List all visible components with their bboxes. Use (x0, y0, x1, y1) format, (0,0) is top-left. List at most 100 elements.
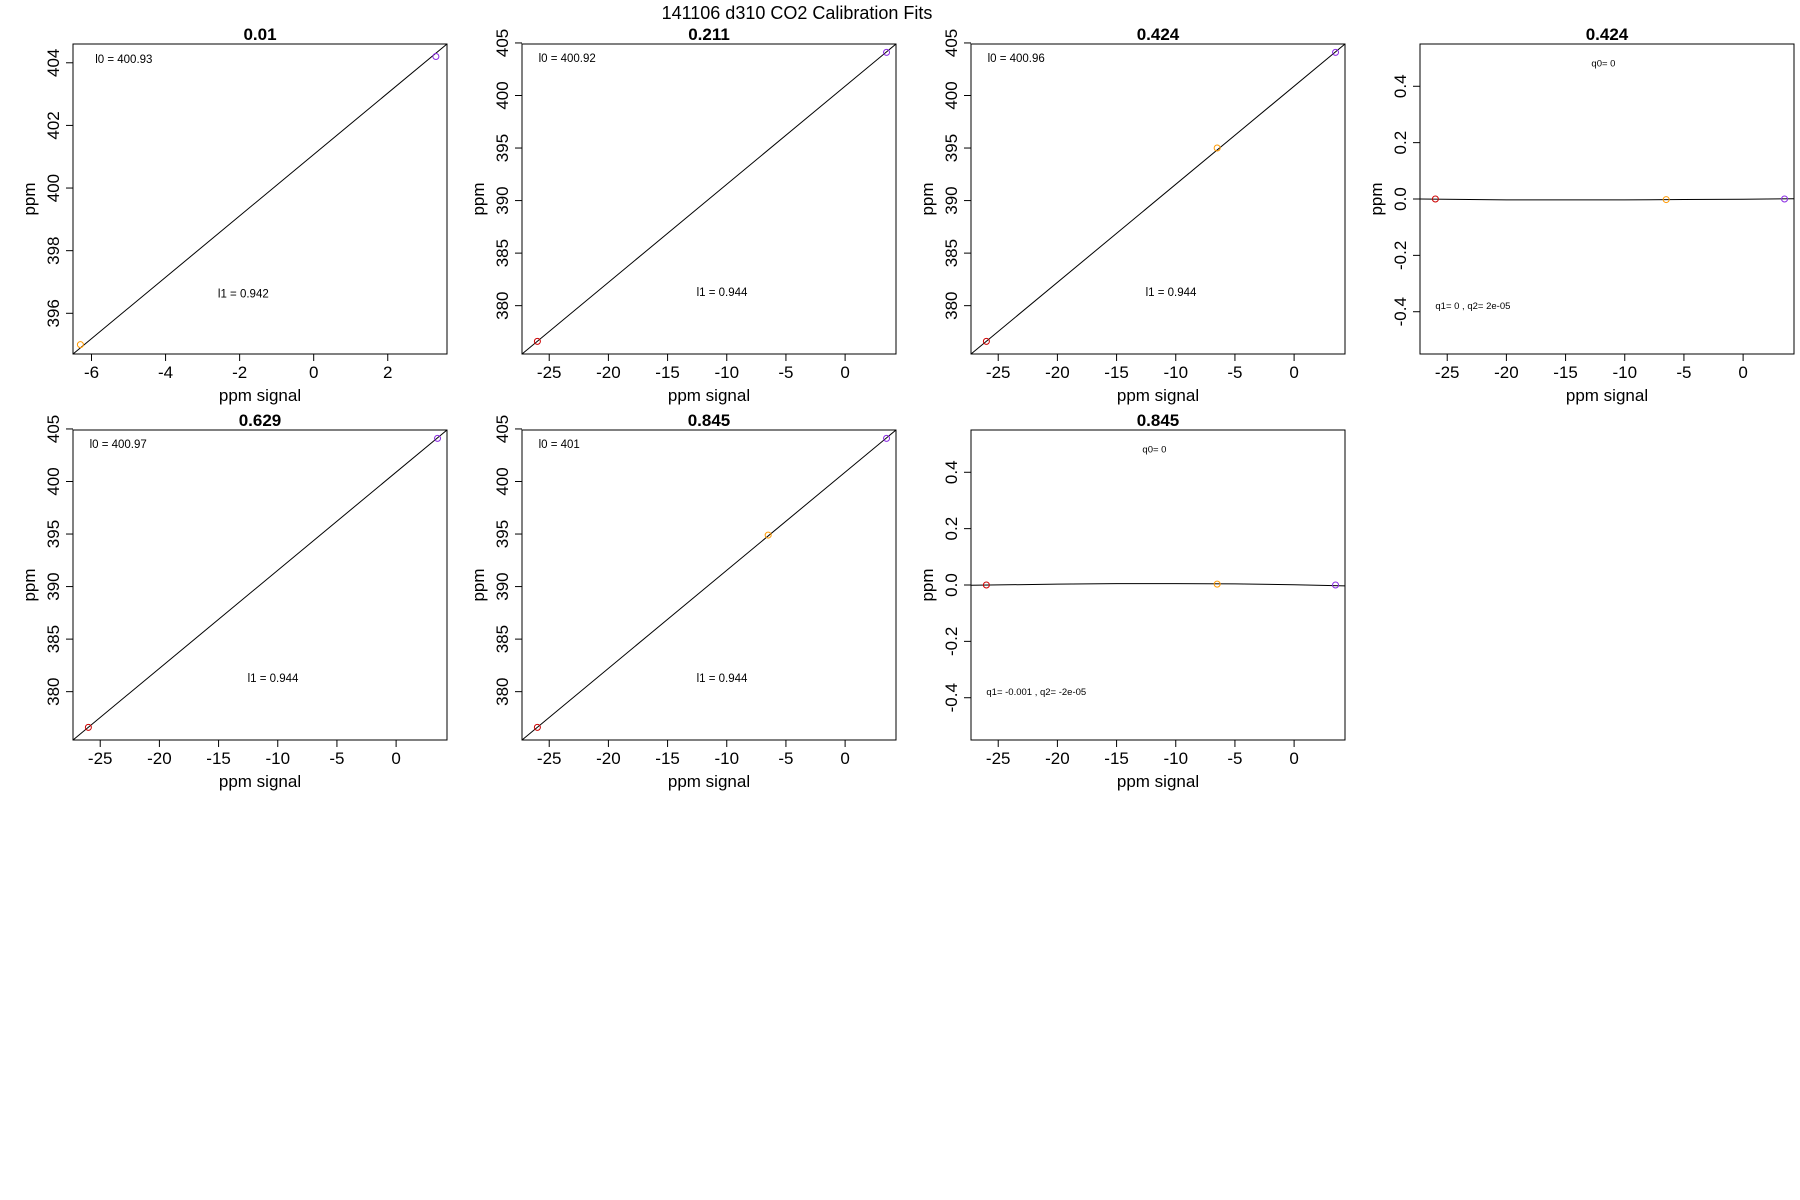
data-point (1431, 195, 1439, 203)
y-axis-label: ppm (918, 568, 937, 601)
y-tick-label: 385 (493, 239, 512, 267)
panel-title: 0.845 (688, 411, 731, 430)
x-tick-label: 0 (1289, 749, 1298, 768)
y-tick-label: 0.4 (1391, 74, 1410, 98)
x-tick-label: 0 (309, 363, 318, 382)
panel-2: 0.211 -25 -20 -15 -10 -5 0 380 385 390 395 400 405 pp… (469, 25, 897, 405)
data-point (434, 434, 442, 442)
y-tick-label: 404 (44, 49, 63, 77)
x-tick-label: -10 (1163, 749, 1188, 768)
y-tick-label: -0.4 (1391, 297, 1410, 326)
y-tick-label: 405 (44, 415, 63, 443)
fit-line (73, 44, 447, 354)
fit-line (971, 583, 1345, 587)
y-tick-label: 380 (44, 677, 63, 705)
fit-line (522, 430, 896, 740)
x-tick-label: 0 (1738, 363, 1747, 382)
x-tick-label: 0 (1289, 363, 1298, 382)
x-tick-label: -20 (1494, 363, 1519, 382)
x-tick-label: -5 (1676, 363, 1691, 382)
panel-5: 0.629 -25 -20 -15 -10 -5 0 380 385 390 395 400 405 pp… (20, 411, 448, 791)
data-point (533, 723, 541, 731)
y-tick-label: 0.2 (1391, 131, 1410, 155)
x-tick-label: -10 (714, 363, 739, 382)
y-tick-label: -0.2 (1391, 241, 1410, 270)
y-axis-label: ppm (1367, 182, 1386, 215)
x-tick-label: -10 (1163, 363, 1188, 382)
x-tick-label: -5 (1227, 749, 1242, 768)
plot-frame (970, 43, 1346, 355)
x-axis-label: ppm signal (1117, 772, 1199, 791)
data-point (1213, 580, 1221, 588)
y-axis-label: ppm (918, 182, 937, 215)
y-tick-label: 0.2 (942, 517, 961, 541)
x-tick-label: 0 (840, 363, 849, 382)
data-point (883, 48, 891, 56)
fit-line (73, 430, 447, 740)
y-tick-label: 385 (493, 625, 512, 653)
data-point (84, 723, 92, 731)
data-point (982, 581, 990, 589)
annotation: q0= 0 (1591, 59, 1615, 70)
annotation: q1= -0.001 , q2= -2e-05 (986, 687, 1086, 698)
panel-title: 0.629 (239, 411, 282, 430)
y-tick-label: 390 (493, 572, 512, 600)
plot-frame (72, 43, 448, 355)
y-tick-label: 390 (942, 186, 961, 214)
fit-line (971, 44, 1345, 354)
x-tick-label: -15 (1104, 749, 1129, 768)
y-tick-label: 400 (44, 174, 63, 202)
y-axis-label: ppm (469, 182, 488, 215)
x-tick-label: -25 (1435, 363, 1460, 382)
x-tick-label: 0 (840, 749, 849, 768)
y-tick-label: 0.4 (942, 460, 961, 484)
x-tick-label: -20 (1045, 749, 1070, 768)
annotation: l0 = 401 (539, 439, 580, 451)
y-tick-label: 396 (44, 299, 63, 327)
x-tick-label: -20 (147, 749, 172, 768)
plot-frame (521, 43, 897, 355)
panel-3: 0.424 -25 -20 -15 -10 -5 0 380 385 390 395 400 405 pp… (918, 25, 1346, 405)
y-tick-label: 405 (493, 29, 512, 57)
annotation: l0 = 400.97 (90, 439, 147, 451)
x-tick-label: -20 (596, 363, 621, 382)
data-point (1213, 144, 1221, 152)
y-tick-label: 390 (493, 186, 512, 214)
panel-4: 0.424 -25 -20 -15 -10 -5 0 -0.4 -0.2 0.0 0.2 0.4 ppm… (1367, 25, 1795, 405)
y-tick-label: 380 (493, 291, 512, 319)
y-tick-label: 0.0 (1391, 187, 1410, 211)
x-tick-label: -10 (1612, 363, 1637, 382)
y-tick-label: -0.2 (942, 627, 961, 656)
y-tick-label: 0.0 (942, 573, 961, 597)
data-point (1781, 195, 1789, 203)
x-tick-label: -15 (1553, 363, 1578, 382)
y-tick-label: 405 (493, 415, 512, 443)
annotation: l1 = 0.942 (218, 289, 269, 301)
x-tick-label: -15 (655, 749, 680, 768)
y-tick-label: -0.4 (942, 683, 961, 712)
data-point (764, 531, 772, 539)
x-tick-label: -15 (206, 749, 231, 768)
x-tick-label: -2 (232, 363, 247, 382)
y-axis-label: ppm (20, 182, 39, 215)
annotation: l0 = 400.93 (95, 54, 152, 66)
x-tick-label: -25 (88, 749, 113, 768)
annotation: l0 = 400.96 (988, 53, 1045, 65)
annotation: l1 = 0.944 (697, 287, 748, 299)
annotation: q1= 0 , q2= 2e-05 (1435, 301, 1510, 312)
x-tick-label: -5 (1227, 363, 1242, 382)
figure-title: 141106 d310 CO2 Calibration Fits (662, 3, 933, 23)
y-tick-label: 390 (44, 572, 63, 600)
x-tick-label: -25 (537, 363, 562, 382)
y-tick-label: 385 (44, 625, 63, 653)
data-point (533, 337, 541, 345)
annotation: q0= 0 (1142, 445, 1166, 456)
x-tick-label: -6 (84, 363, 99, 382)
y-tick-label: 398 (44, 236, 63, 264)
x-tick-label: -10 (714, 749, 739, 768)
x-axis-label: ppm signal (668, 386, 750, 405)
plot-frame (72, 429, 448, 741)
annotation: l1 = 0.944 (697, 673, 748, 685)
y-tick-label: 380 (493, 677, 512, 705)
